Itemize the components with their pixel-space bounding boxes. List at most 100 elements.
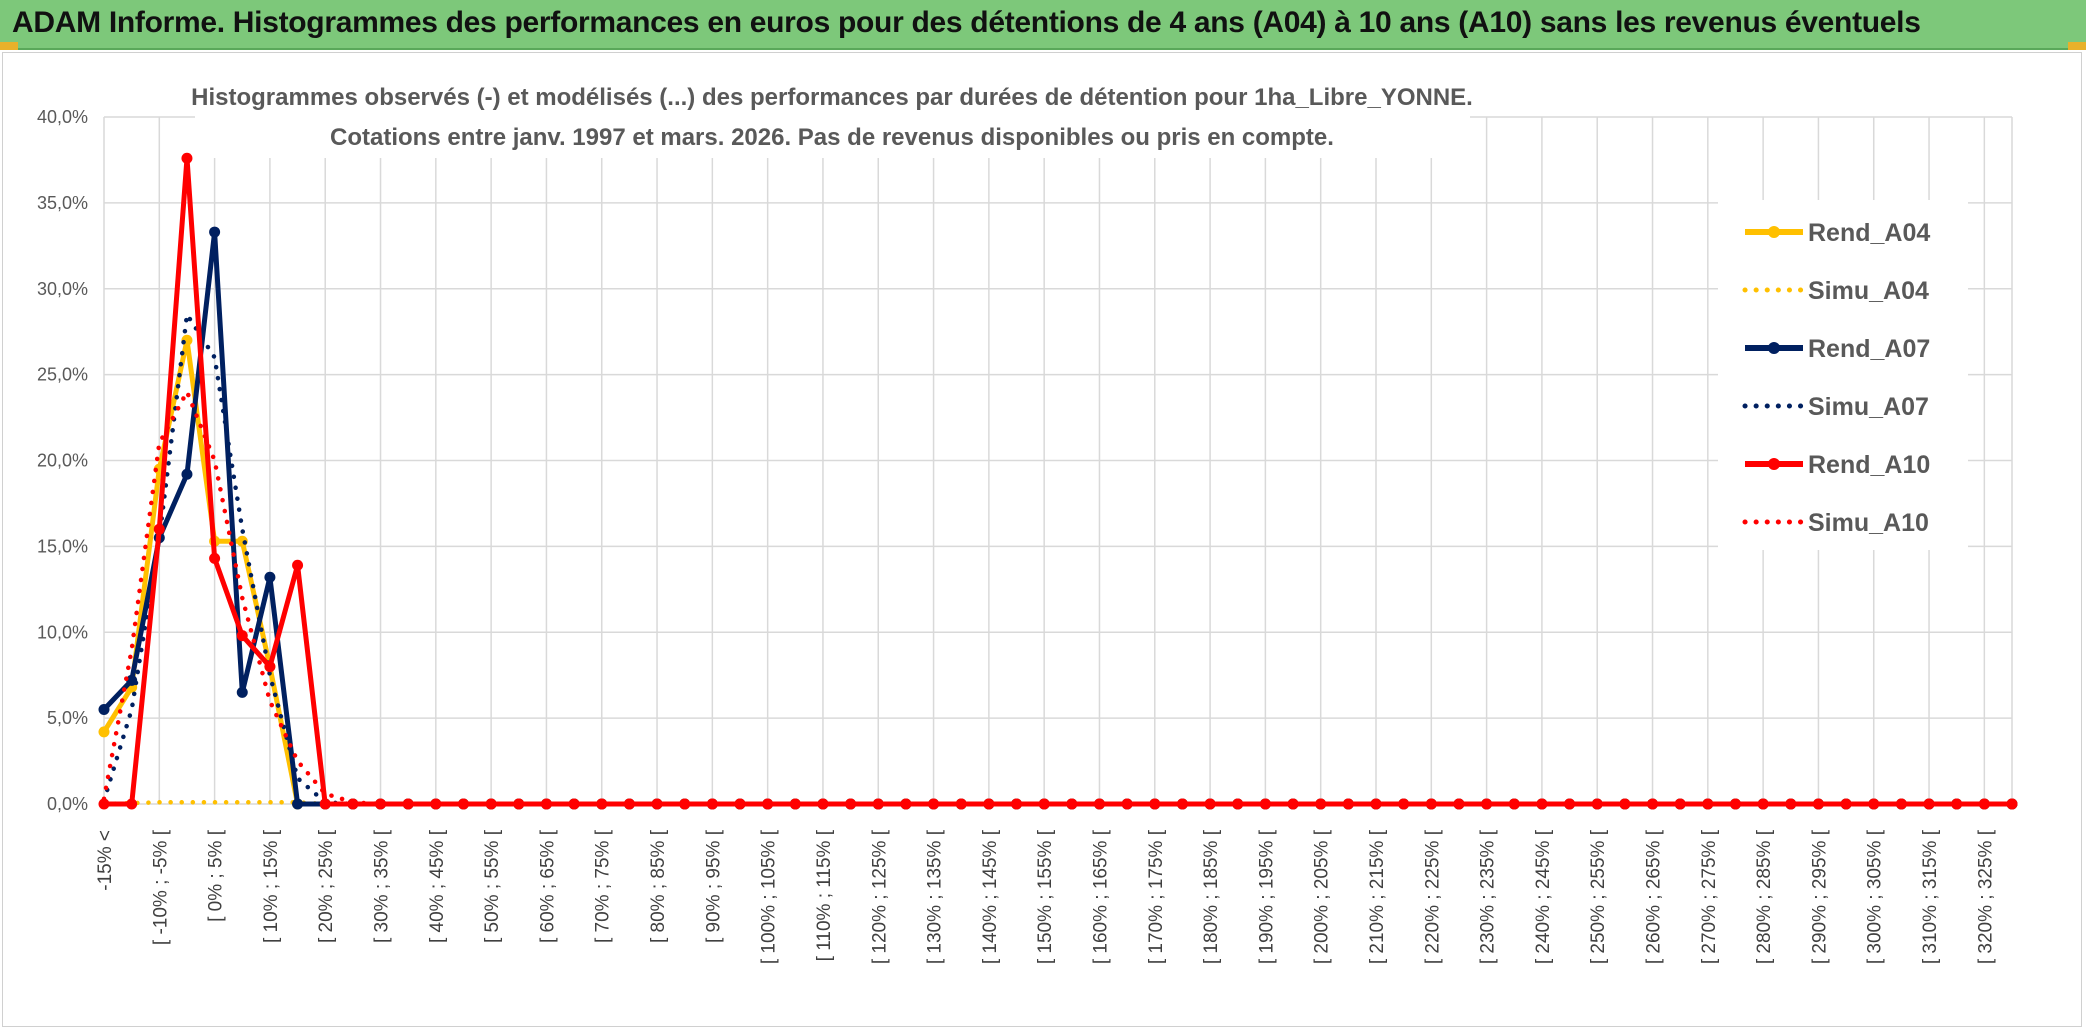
legend: Rend_A04 Simu_A04 Rend_A07 Simu_A07 Rend_A10… [1718,200,1968,550]
banner-accent-left [0,42,18,50]
x-tick-label: [ 250% ; 255% [ [1588,829,1609,964]
legend-item-Simu_A07: Simu_A07 [1742,393,1929,421]
y-tick-label: 5,0% [47,708,88,728]
data-point [1425,798,1437,810]
y-tick-label: 10,0% [37,622,88,642]
x-tick-label: [ 240% ; 245% [ [1533,829,1554,964]
data-point [98,798,110,810]
y-tick-label: 20,0% [37,451,88,471]
data-point [1729,798,1741,810]
legend-label: Simu_A10 [1808,509,1929,537]
legend-label: Simu_A07 [1808,393,1929,421]
data-point [236,686,248,698]
x-tick-label: [ 280% ; 285% [ [1754,829,1775,964]
chart-title-line-1: Histogrammes observés (-) et modélisés (… [191,84,1473,111]
data-point [1951,798,1963,810]
x-tick-label: [ 30% ; 35% [ [372,829,393,943]
x-tick-label: [ -10% ; -5% [ [150,829,171,945]
data-point [1674,798,1686,810]
data-point [1453,798,1465,810]
data-point [126,674,138,686]
data-point [706,798,718,810]
data-point [1757,798,1769,810]
legend-marker [1768,226,1780,238]
data-point [347,798,359,810]
x-tick-label: [ 190% ; 195% [ [1256,829,1277,964]
y-tick-label: 40,0% [37,107,88,127]
data-point [1481,798,1493,810]
x-tick-label: [ 20% ; 25% [ [316,829,337,943]
legend-item-Simu_A10: Simu_A10 [1742,509,1929,537]
x-tick-label: [ 200% ; 205% [ [1312,829,1333,964]
data-point [1287,798,1299,810]
data-point [789,798,801,810]
chart-title-backdrop [195,76,1470,158]
data-point [98,726,110,738]
legend-item-Simu_A04: Simu_A04 [1742,277,1929,305]
data-point [1785,798,1797,810]
data-point [955,798,967,810]
x-tick-label: [ 290% ; 295% [ [1809,829,1830,964]
data-point [264,661,276,673]
grid [103,116,2013,805]
x-tick-label: [ 230% ; 235% [ [1478,829,1499,964]
chart-title-line-2: Cotations entre janv. 1997 et mars. 2026… [330,124,1334,151]
data-point [513,798,525,810]
data-point [319,798,331,810]
data-point [181,468,193,480]
x-axis-ticks: -15% < [ -10% ; -5% [[ 0% ; 5% [[ 10% ; 1… [95,829,1996,964]
x-tick-label: [ 70% ; 75% [ [593,829,614,943]
x-tick-label: [ 300% ; 305% [ [1865,829,1886,964]
data-point [1232,798,1244,810]
data-point [900,798,912,810]
data-point [1564,798,1576,810]
data-point [1093,798,1105,810]
legend-item-Rend_A07: Rend_A07 [1745,335,1930,363]
x-tick-label: [ 90% ; 95% [ [703,829,724,943]
data-point [153,523,165,535]
data-point [236,630,248,642]
data-point [623,798,635,810]
data-point [1647,798,1659,810]
data-point [1011,798,1023,810]
x-tick-label: [ 40% ; 45% [ [427,829,448,943]
data-point [209,226,221,238]
data-point [1066,798,1078,810]
x-tick-label: [ 50% ; 55% [ [482,829,503,943]
x-tick-label: [ 320% ; 325% [ [1975,829,1996,964]
header-banner: ADAM Informe. Histogrammes des performan… [0,0,2086,50]
legend-item-Rend_A10: Rend_A10 [1745,451,1930,479]
y-tick-label: 30,0% [37,279,88,299]
series-Rend_A10 [98,152,2018,810]
x-tick-label: [ 150% ; 155% [ [1035,829,1056,964]
data-point [762,798,774,810]
data-point [1591,798,1603,810]
x-tick-label: [ 60% ; 65% [ [537,829,558,943]
x-tick-label: [ 80% ; 85% [ [648,829,669,943]
data-point [1923,798,1935,810]
data-point [596,798,608,810]
y-tick-label: 35,0% [37,193,88,213]
y-tick-label: 0,0% [47,794,88,814]
x-tick-label: [ 180% ; 185% [ [1201,829,1222,964]
data-point [734,798,746,810]
x-tick-label: [ 160% ; 165% [ [1090,829,1111,964]
data-point [1370,798,1382,810]
data-point [1840,798,1852,810]
data-point [872,798,884,810]
legend-marker [1768,458,1780,470]
data-point [1619,798,1631,810]
y-axis-ticks: 0,0% 5,0% 10,0% 15,0% 20,0% 25,0% 30,0% 35,0% 40… [37,107,88,814]
x-tick-label: [ 100% ; 105% [ [759,829,780,964]
data-point [1121,798,1133,810]
data-point [1978,798,1990,810]
data-point [845,798,857,810]
data-point [1149,798,1161,810]
data-point [651,798,663,810]
data-point [1702,798,1714,810]
data-point [181,152,193,164]
x-tick-label: [ 260% ; 265% [ [1644,829,1665,964]
data-point [292,559,304,571]
y-tick-label: 15,0% [37,536,88,556]
